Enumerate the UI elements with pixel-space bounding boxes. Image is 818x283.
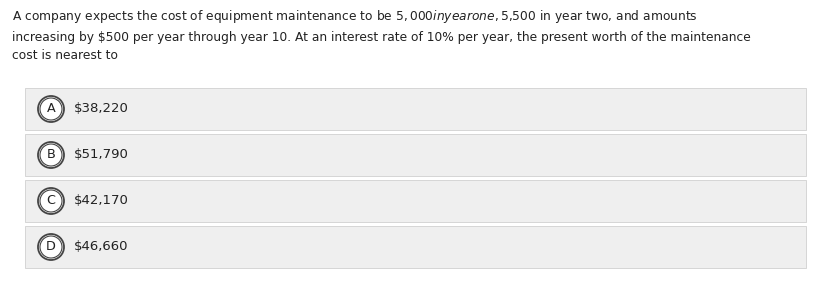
- Circle shape: [38, 188, 64, 214]
- Bar: [25, 180, 806, 222]
- Text: A: A: [47, 102, 56, 115]
- Circle shape: [40, 190, 62, 212]
- Circle shape: [40, 236, 62, 258]
- Circle shape: [38, 96, 64, 122]
- Text: $46,660: $46,660: [74, 241, 128, 254]
- Text: C: C: [47, 194, 56, 207]
- Text: B: B: [47, 149, 56, 162]
- Bar: [25, 226, 806, 268]
- Bar: [25, 134, 806, 176]
- Text: A company expects the cost of equipment maintenance to be $5,000 in year one, $5: A company expects the cost of equipment …: [12, 8, 751, 62]
- Circle shape: [40, 98, 62, 120]
- Bar: [25, 88, 806, 130]
- Circle shape: [38, 142, 64, 168]
- Text: D: D: [46, 241, 56, 254]
- Text: $38,220: $38,220: [74, 102, 129, 115]
- Circle shape: [40, 144, 62, 166]
- Text: $51,790: $51,790: [74, 149, 129, 162]
- Text: $42,170: $42,170: [74, 194, 129, 207]
- Circle shape: [38, 234, 64, 260]
